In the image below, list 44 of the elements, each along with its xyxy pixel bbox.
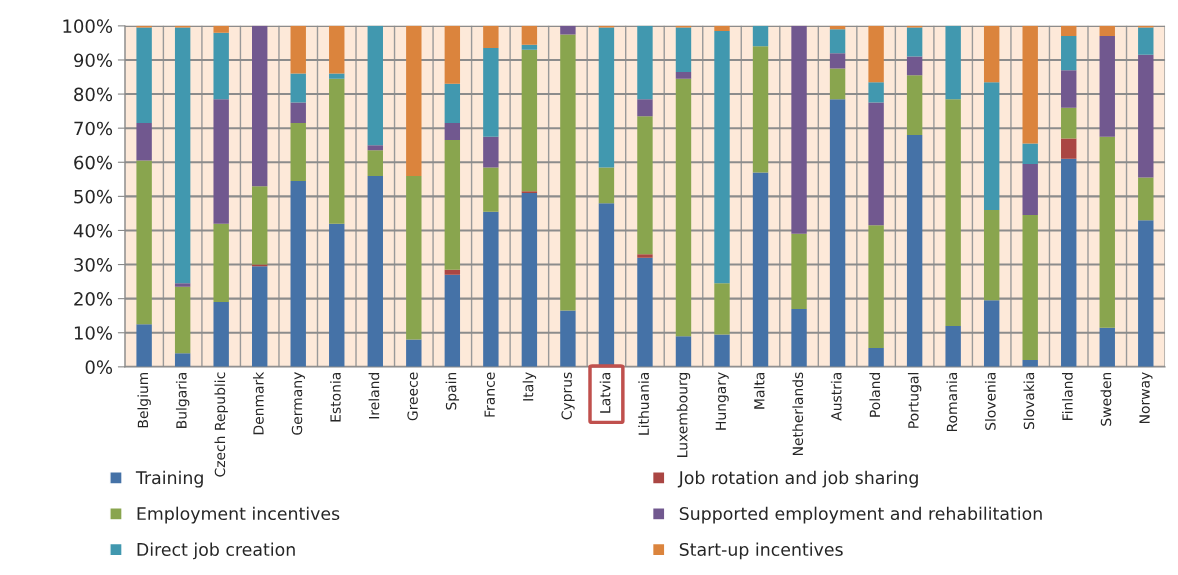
x-tick-label: France: [484, 372, 495, 417]
x-tick-label: Slovakia: [1023, 372, 1035, 430]
x-tick-label: Lithuania: [638, 372, 649, 435]
legend-label: Job rotation and job sharing: [677, 470, 918, 488]
x-tick-label: Denmark: [252, 371, 264, 435]
x-tick-label: Malta: [753, 372, 765, 409]
y-tick-label: 80%: [74, 87, 113, 102]
x-tick-label: Slovenia: [984, 372, 996, 430]
y-tick-label: 90%: [74, 53, 113, 68]
y-tick-label: 20%: [74, 292, 113, 306]
x-tick-label: Romania: [946, 372, 958, 432]
legend-label: Training: [135, 470, 203, 488]
x-tick-label: Spain: [445, 372, 460, 410]
legend-label: Supported employment and rehabilitation: [679, 506, 1042, 524]
x-tick-label: Austria: [830, 372, 842, 421]
x-tick-label: Italy: [522, 372, 537, 401]
x-tick-label: Sweden: [1100, 372, 1112, 426]
y-tick-label: 60%: [74, 155, 113, 170]
x-tick-label: Latvia: [599, 372, 611, 413]
x-tick-label: Ireland: [368, 372, 380, 419]
x-tick-label: Hungary: [715, 372, 729, 430]
x-tick-label: Cyprus: [561, 372, 575, 420]
y-tick-label: 30%: [74, 258, 113, 272]
x-tick-label: Czech Republic: [214, 372, 228, 477]
x-tick-label: Greece: [407, 372, 418, 421]
legend-label: Start-up incentives: [679, 542, 843, 560]
x-tick-label: Belgium: [137, 372, 151, 428]
x-tick-label: Portugal: [907, 373, 922, 428]
legend-label: Direct job creation: [137, 542, 295, 560]
y-tick-label: 10%: [74, 326, 113, 340]
x-tick-label: Estonia: [330, 372, 341, 422]
y-tick-label: 50%: [74, 189, 113, 204]
x-tick-label: Finland: [1062, 372, 1073, 420]
legend-label: Employment incentives: [137, 506, 340, 524]
y-tick-label: 40%: [73, 223, 113, 238]
y-tick-label: 70%: [74, 121, 113, 136]
y-tick-label: 0%: [85, 360, 113, 374]
x-tick-label: Netherlands: [792, 372, 804, 456]
x-tick-label: Germany: [291, 372, 305, 435]
y-tick-label: 100%: [63, 19, 113, 33]
x-tick-label: Luxembourg: [676, 372, 691, 457]
x-tick-label: Bulgaria: [175, 372, 190, 428]
x-tick-label: Norway: [1139, 372, 1153, 424]
x-tick-label: Poland: [869, 372, 881, 417]
